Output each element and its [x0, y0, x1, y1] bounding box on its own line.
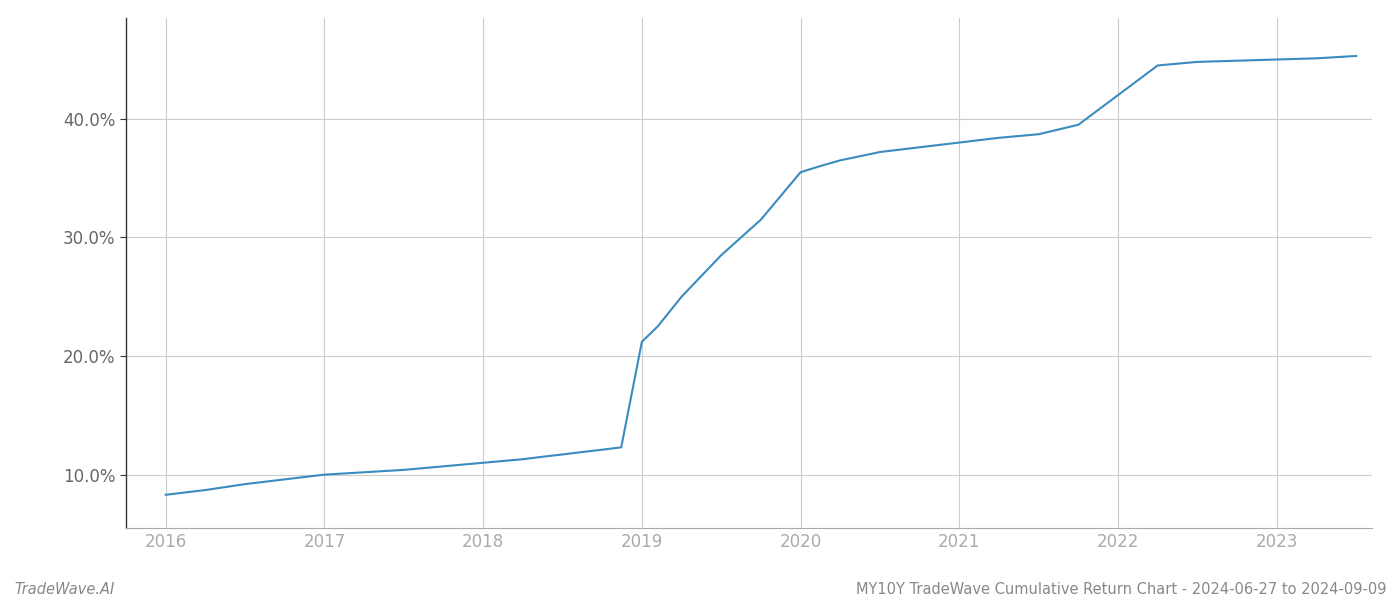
- Text: TradeWave.AI: TradeWave.AI: [14, 582, 115, 597]
- Text: MY10Y TradeWave Cumulative Return Chart - 2024-06-27 to 2024-09-09: MY10Y TradeWave Cumulative Return Chart …: [855, 582, 1386, 597]
